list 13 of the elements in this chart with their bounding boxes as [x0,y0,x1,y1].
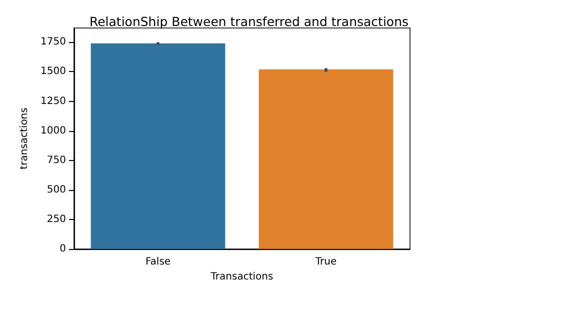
y-tick-label: 1500 [40,66,66,78]
y-tick-label: 0 [60,244,66,254]
chart-title: RelationShip Between transferred and transactions [89,14,409,29]
x-tick-label: False [145,256,171,268]
y-tick-label: 1250 [40,96,66,107]
y-tick-label: 1000 [40,125,66,136]
y-tick-label: 250 [46,214,66,225]
y-tick-label: 500 [46,184,66,196]
x-tick-label: True [314,256,337,268]
y-tick-label: 1750 [40,36,66,48]
y-tick-label: 750 [46,154,66,166]
x-axis-title: Transactions [210,271,274,282]
y-axis-title: transactions [19,108,30,170]
